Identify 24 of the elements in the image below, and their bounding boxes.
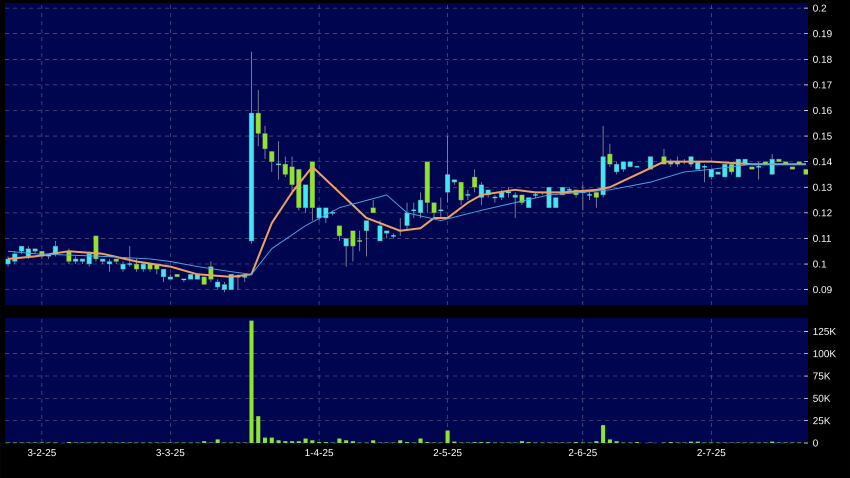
x-tick-label: 3-2-25 [28, 449, 56, 456]
y-tick-label: 125K [813, 328, 836, 335]
x-tick-label: 2-5-25 [434, 449, 462, 456]
y-tick-label: 0.15 [813, 132, 832, 140]
y-tick-label: 0.13 [813, 184, 832, 191]
x-tick-label: 1-4-25 [305, 449, 334, 456]
y-tick-label: 0 [813, 439, 818, 447]
y-tick-label: 75K [813, 372, 830, 380]
x-tick-label: 2-7-25 [697, 449, 726, 456]
y-tick-label: 0.16 [813, 106, 832, 114]
x-tick-label: 3-3-25 [156, 449, 184, 456]
y-tick-label: 25K [813, 417, 830, 424]
y-tick-label: 0.1 [813, 260, 826, 268]
y-tick-label: 0.19 [813, 30, 832, 38]
y-tick-label: 0.17 [813, 81, 832, 88]
y-tick-label: 0.11 [813, 234, 831, 242]
y-tick-label: 100K [813, 350, 836, 358]
y-tick-label: 50K [813, 394, 830, 402]
y-tick-label: 0.12 [813, 209, 832, 216]
y-tick-label: 0.14 [813, 158, 832, 166]
x-tick-label: 2-6-25 [568, 449, 597, 456]
y-tick-label: 0.18 [813, 56, 832, 63]
y-tick-label: 0.09 [813, 286, 832, 294]
y-tick-label: 0.2 [813, 4, 826, 12]
